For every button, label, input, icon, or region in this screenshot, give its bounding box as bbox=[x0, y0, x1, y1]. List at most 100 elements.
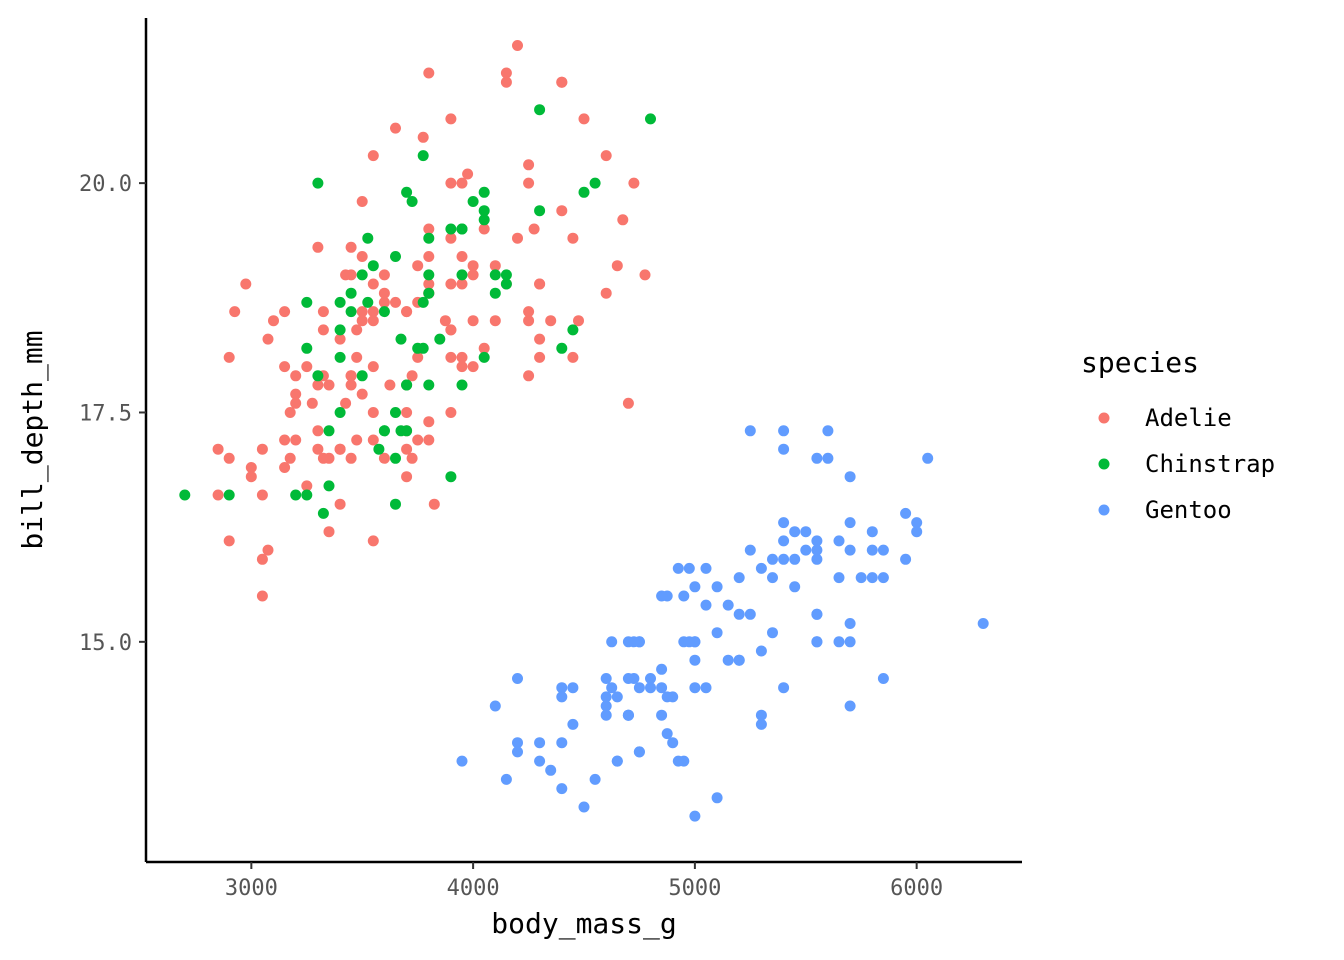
point-adelie-80 bbox=[622, 397, 634, 409]
point-adelie-107 bbox=[284, 452, 296, 464]
points-layer bbox=[179, 40, 989, 822]
point-gentoo-34 bbox=[722, 654, 734, 666]
point-chinstrap-54 bbox=[323, 425, 335, 437]
point-chinstrap-66 bbox=[489, 269, 501, 281]
point-chinstrap-42 bbox=[367, 260, 379, 272]
point-gentoo-109 bbox=[683, 562, 695, 574]
point-adelie-52 bbox=[478, 223, 490, 235]
point-chinstrap-52 bbox=[378, 425, 390, 437]
point-adelie-39 bbox=[279, 361, 291, 373]
point-adelie-93 bbox=[312, 425, 324, 437]
legend: species Adelie Chinstrap Gentoo bbox=[1081, 346, 1275, 524]
x-axis-title: body_mass_g bbox=[491, 907, 676, 941]
point-adelie-37 bbox=[312, 241, 324, 253]
point-adelie-142 bbox=[406, 452, 418, 464]
point-adelie-111 bbox=[290, 388, 302, 400]
point-adelie-3 bbox=[345, 241, 357, 253]
point-adelie-94 bbox=[534, 278, 546, 290]
point-gentoo-13 bbox=[877, 673, 889, 684]
point-adelie-104 bbox=[367, 278, 379, 290]
x-tick-label: 4000 bbox=[447, 876, 500, 901]
point-adelie-92 bbox=[567, 351, 579, 363]
y-tick-label: 15.0 bbox=[79, 631, 132, 656]
point-gentoo-96 bbox=[672, 562, 684, 574]
point-chinstrap-13 bbox=[478, 351, 490, 363]
point-chinstrap-58 bbox=[423, 287, 435, 299]
point-chinstrap-63 bbox=[467, 196, 479, 207]
point-gentoo-122 bbox=[911, 526, 923, 538]
point-gentoo-14 bbox=[512, 673, 523, 684]
point-gentoo-103 bbox=[844, 636, 856, 648]
point-gentoo-0 bbox=[578, 801, 590, 813]
point-chinstrap-51 bbox=[456, 269, 468, 281]
point-gentoo-7 bbox=[733, 608, 745, 620]
point-gentoo-61 bbox=[755, 645, 767, 657]
point-chinstrap-64 bbox=[334, 351, 346, 363]
point-chinstrap-34 bbox=[378, 306, 390, 318]
point-chinstrap-49 bbox=[395, 425, 407, 437]
point-gentoo-35 bbox=[778, 517, 790, 529]
y-tick-label: 20.0 bbox=[79, 172, 132, 197]
point-adelie-57 bbox=[212, 489, 224, 501]
point-adelie-74 bbox=[523, 315, 535, 327]
point-chinstrap-3 bbox=[362, 296, 374, 308]
point-adelie-116 bbox=[417, 131, 429, 143]
point-adelie-121 bbox=[345, 452, 357, 464]
point-gentoo-110 bbox=[800, 526, 812, 538]
point-adelie-135 bbox=[284, 407, 296, 418]
point-gentoo-17 bbox=[977, 618, 989, 629]
point-gentoo-86 bbox=[600, 691, 612, 703]
point-adelie-146 bbox=[351, 324, 363, 336]
point-adelie-148 bbox=[412, 351, 424, 363]
point-adelie-27 bbox=[279, 306, 291, 318]
point-chinstrap-39 bbox=[578, 186, 590, 198]
point-gentoo-123 bbox=[672, 755, 684, 767]
point-adelie-117 bbox=[323, 452, 335, 464]
point-adelie-18 bbox=[512, 40, 523, 51]
point-adelie-133 bbox=[340, 397, 352, 409]
point-adelie-36 bbox=[367, 315, 379, 327]
point-chinstrap-1 bbox=[445, 223, 457, 235]
point-gentoo-87 bbox=[755, 709, 767, 721]
point-adelie-102 bbox=[523, 177, 535, 189]
point-adelie-99 bbox=[406, 370, 418, 382]
point-adelie-118 bbox=[317, 306, 329, 318]
point-gentoo-47 bbox=[778, 553, 790, 565]
point-gentoo-125 bbox=[733, 654, 745, 666]
point-gentoo-23 bbox=[700, 562, 712, 574]
point-chinstrap-5 bbox=[456, 379, 468, 391]
point-adelie-1 bbox=[423, 416, 435, 428]
point-gentoo-8 bbox=[556, 783, 568, 795]
point-adelie-127 bbox=[256, 443, 268, 455]
point-adelie-101 bbox=[262, 544, 274, 556]
point-chinstrap-55 bbox=[345, 287, 357, 299]
legend-label-chinstrap: Chinstrap bbox=[1145, 450, 1275, 478]
point-adelie-83 bbox=[323, 379, 335, 391]
point-adelie-106 bbox=[445, 177, 457, 189]
point-gentoo-2 bbox=[567, 718, 579, 730]
point-gentoo-97 bbox=[661, 691, 673, 703]
y-axis-title: bill_depth_mm bbox=[16, 330, 50, 549]
point-adelie-90 bbox=[534, 351, 546, 363]
point-gentoo-21 bbox=[689, 682, 701, 694]
x-ticks: 3000 4000 5000 6000 bbox=[225, 862, 943, 901]
point-adelie-77 bbox=[367, 535, 379, 547]
point-chinstrap-65 bbox=[417, 342, 429, 354]
point-gentoo-62 bbox=[556, 737, 568, 749]
point-chinstrap-15 bbox=[478, 214, 490, 226]
point-gentoo-28 bbox=[600, 700, 612, 712]
point-adelie-68 bbox=[567, 232, 579, 244]
point-adelie-131 bbox=[356, 315, 368, 327]
point-gentoo-5 bbox=[589, 773, 601, 785]
point-gentoo-15 bbox=[877, 572, 889, 584]
point-gentoo-71 bbox=[689, 581, 701, 593]
point-gentoo-85 bbox=[822, 425, 834, 437]
point-chinstrap-23 bbox=[423, 232, 435, 244]
point-gentoo-1 bbox=[844, 517, 856, 529]
point-gentoo-118 bbox=[789, 553, 801, 565]
point-adelie-11 bbox=[290, 397, 302, 409]
point-chinstrap-31 bbox=[534, 104, 546, 116]
point-gentoo-88 bbox=[661, 728, 673, 740]
point-gentoo-121 bbox=[866, 572, 878, 584]
point-chinstrap-46 bbox=[334, 296, 346, 308]
